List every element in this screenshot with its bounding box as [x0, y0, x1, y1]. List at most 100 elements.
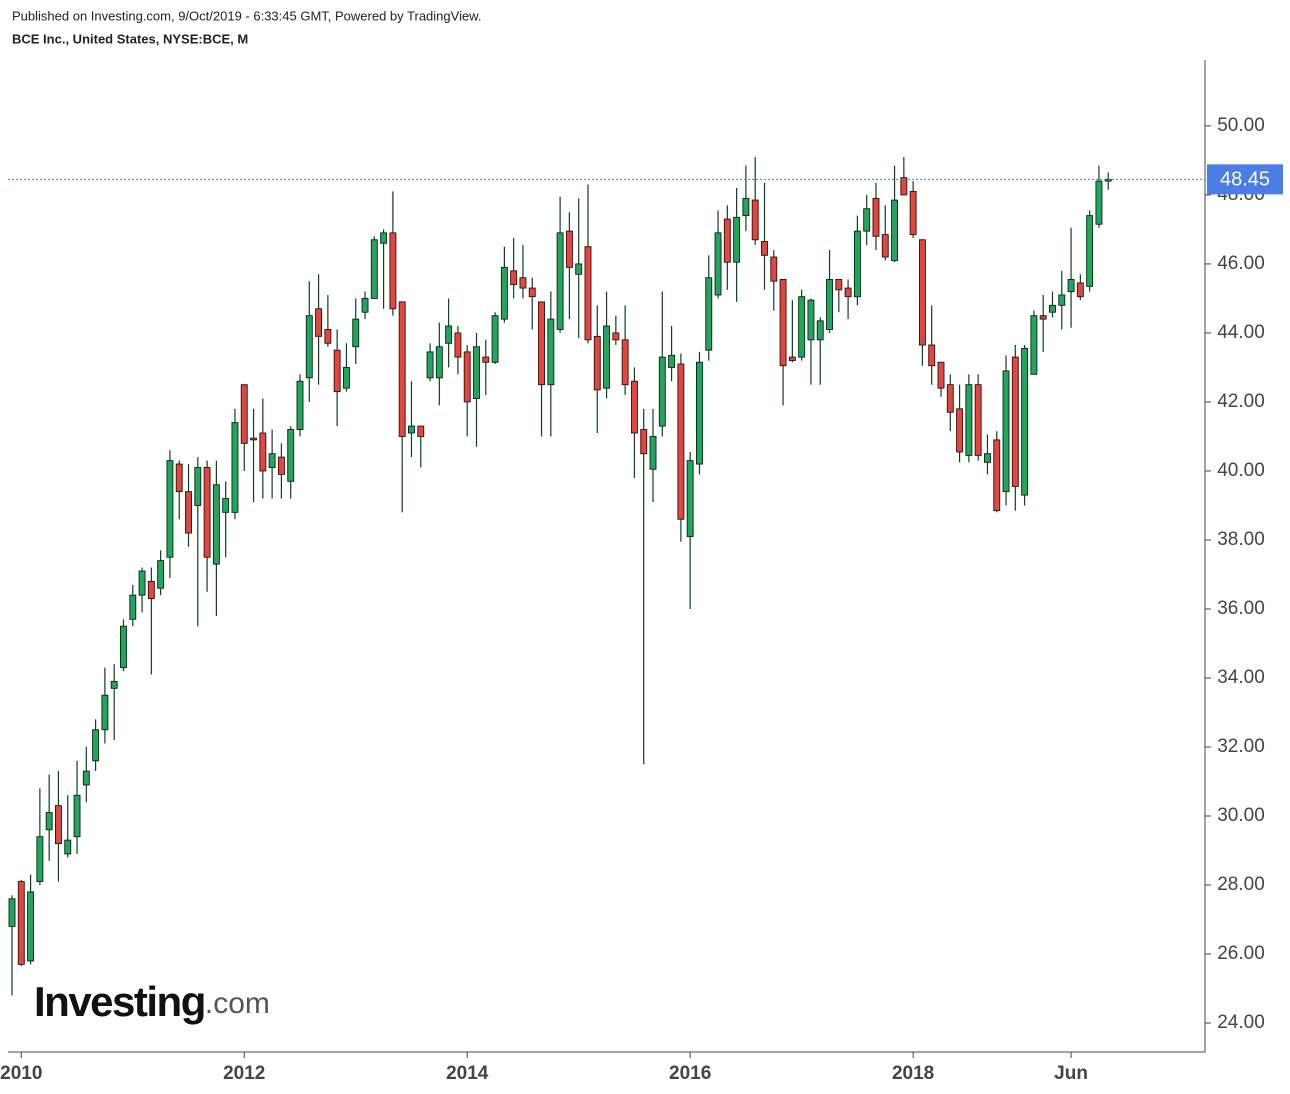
candle-body [984, 453, 991, 463]
x-tick-label: 2014 [446, 1063, 489, 1084]
candle-body [398, 301, 406, 437]
y-tick-label: 40.00 [1217, 460, 1265, 481]
candle-body [1067, 278, 1075, 292]
candle-body [324, 329, 332, 344]
candle-body [761, 241, 768, 256]
x-tick-label: Jun [1054, 1063, 1088, 1084]
candle-body [826, 278, 833, 330]
x-tick-label: 2012 [223, 1063, 265, 1084]
y-tick-label: 36.00 [1217, 598, 1265, 619]
candle-body [380, 232, 388, 244]
y-tick-label: 46.00 [1217, 253, 1265, 274]
candle-body [315, 308, 323, 337]
candle-body [305, 315, 313, 379]
candle-body [677, 363, 685, 520]
last-price-label: 48.45 [1220, 169, 1270, 191]
x-tick-label: 2010 [0, 1063, 42, 1084]
y-tick-label: 32.00 [1217, 736, 1265, 757]
candle-body [751, 199, 759, 241]
candle-body [798, 296, 806, 358]
candle-body [435, 346, 443, 379]
candle-body [287, 429, 295, 482]
candle-body [120, 625, 127, 669]
candle-body [788, 356, 796, 361]
candle-body [918, 239, 926, 346]
candle-body [928, 344, 936, 367]
candle-body [352, 318, 360, 348]
candle-body [593, 335, 601, 391]
candle-body [723, 218, 731, 263]
candle-body [1049, 304, 1056, 313]
candle-body [565, 230, 573, 268]
candle-body [853, 230, 861, 298]
candle-body [872, 197, 880, 237]
candle-body [835, 278, 843, 291]
candle-body [528, 287, 536, 298]
candle-body [686, 460, 694, 537]
x-tick-label: 2016 [669, 1063, 711, 1084]
candle-body [185, 491, 192, 534]
y-tick-label: 34.00 [1217, 667, 1265, 688]
candle-body [463, 351, 471, 403]
candle-body [1002, 370, 1010, 493]
candle-body [73, 794, 81, 838]
candle-body [1011, 356, 1019, 487]
candle-body [1039, 315, 1047, 320]
candle-body [946, 384, 954, 413]
candle-body [900, 177, 908, 196]
candle-body [1095, 180, 1103, 225]
candle-body [138, 570, 146, 596]
candle-body [240, 384, 248, 444]
candle-body [510, 270, 518, 286]
candle-body [157, 560, 165, 589]
candle-body [1030, 315, 1038, 375]
candle-body [194, 467, 202, 506]
candle-body [500, 266, 508, 320]
candle-body [203, 467, 211, 558]
last-price-box [1207, 164, 1283, 195]
y-tick-label: 26.00 [1217, 943, 1265, 964]
candle-body [147, 580, 155, 600]
candle-body [779, 278, 787, 367]
y-tick-label: 42.00 [1217, 391, 1265, 412]
candle-body [547, 318, 555, 386]
watermark-brand: Investing [34, 978, 205, 1025]
candle-body [612, 332, 620, 341]
candle-body [584, 246, 592, 341]
candle-body [426, 351, 434, 379]
candle-body [696, 361, 703, 465]
candle-body [705, 277, 713, 351]
candle-body [27, 891, 35, 962]
watermark: Investing.com [34, 978, 270, 1025]
candle-body [389, 232, 397, 310]
candle-body [1086, 215, 1094, 287]
y-tick-label: 38.00 [1217, 529, 1265, 550]
chart-title: BCE Inc., United States, NYSE:BCE, M [12, 31, 248, 46]
x-tick-label: 2018 [892, 1063, 934, 1084]
candle-body [937, 361, 945, 389]
candle-body [45, 812, 53, 831]
candle-body [733, 216, 741, 263]
candle-body [603, 325, 611, 389]
candle-body [974, 384, 982, 456]
y-tick-label: 28.00 [1217, 874, 1265, 895]
candle-body [110, 680, 118, 689]
candle-body [296, 380, 304, 430]
candle-body [881, 234, 889, 258]
candle-body [1076, 282, 1084, 298]
published-note: Published on Investing.com, 9/Oct/2019 -… [12, 8, 481, 23]
candle-body [519, 277, 527, 289]
candle-body [55, 805, 62, 845]
candle-body [277, 456, 285, 475]
candle-body [17, 881, 25, 965]
candle-body [8, 898, 16, 927]
candle-body [129, 594, 137, 620]
candle-body [101, 694, 109, 731]
candle-body [575, 263, 583, 275]
candle-body [556, 232, 564, 330]
candle-body [454, 332, 462, 358]
candle-body [82, 770, 90, 786]
candle-body [482, 356, 490, 363]
candle-body [1058, 294, 1066, 306]
